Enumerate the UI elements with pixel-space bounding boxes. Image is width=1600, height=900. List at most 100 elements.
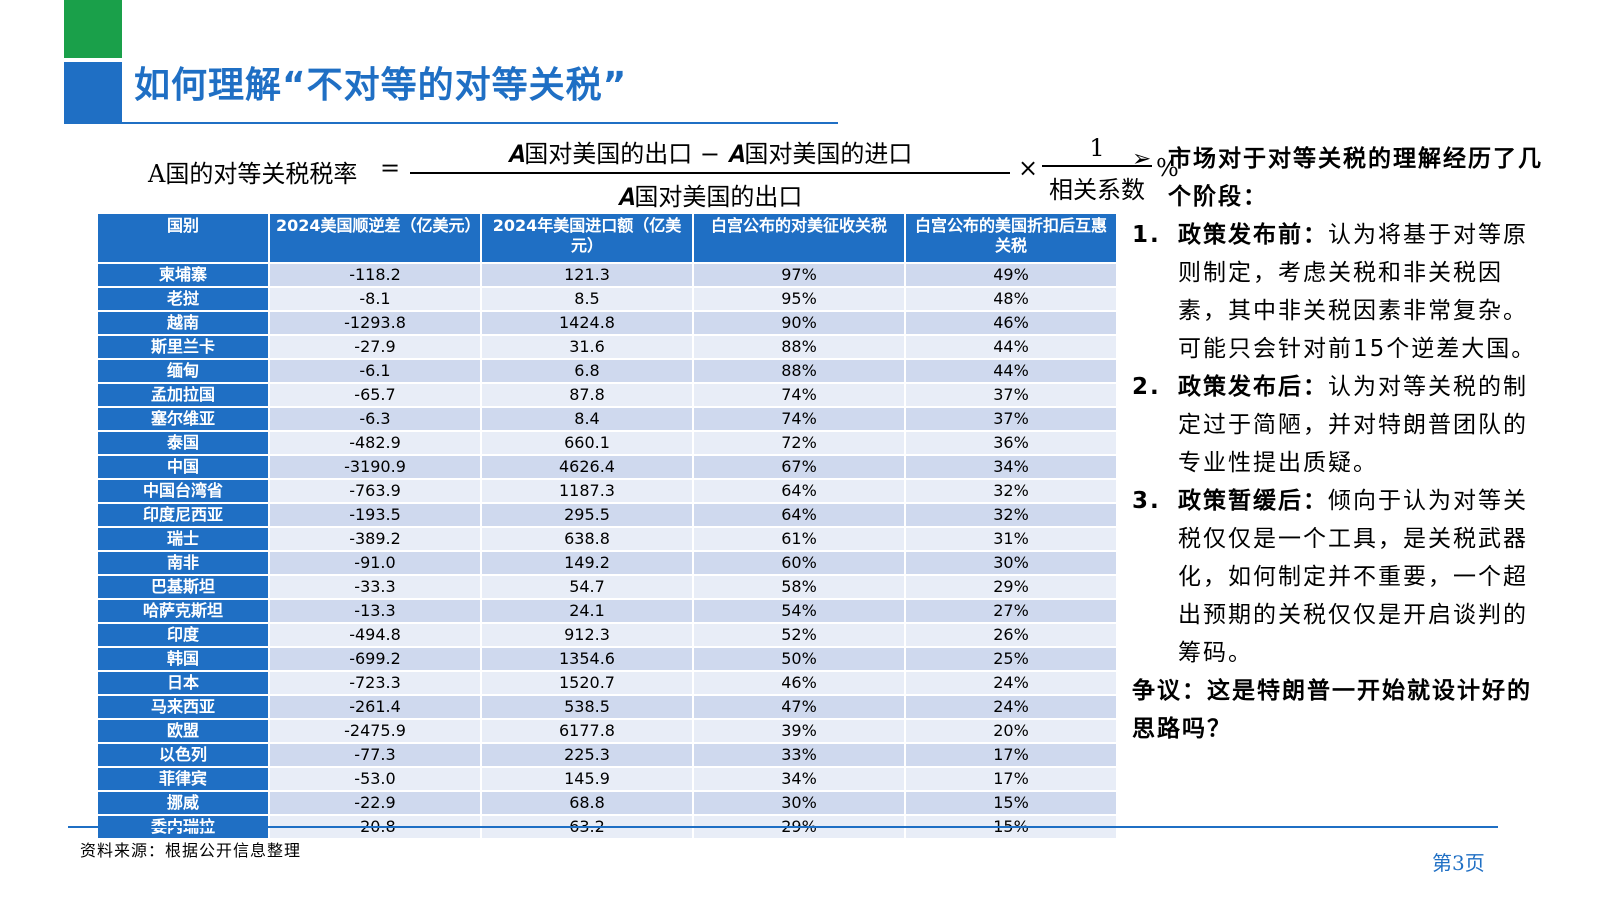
stage-label: 政策发布后：	[1178, 374, 1328, 400]
cell-tariff-charged: 72%	[694, 432, 906, 456]
table-row: 委内瑞拉 -20.8 63.2 29% 15%	[98, 816, 1118, 840]
cell-reciprocal-tariff: 48%	[906, 288, 1118, 312]
cell-import-value: 1354.6	[482, 648, 694, 672]
table-row: 韩国 -699.2 1354.6 50% 25%	[98, 648, 1118, 672]
cell-import-value: 538.5	[482, 696, 694, 720]
cell-tariff-charged: 90%	[694, 312, 906, 336]
analysis-panel: ➢ 市场对于对等关税的理解经历了几个阶段： 1. 政策发布前：认为将基于对等原则…	[1132, 140, 1552, 748]
cell-import-value: 6177.8	[482, 720, 694, 744]
stage-number: 2.	[1132, 374, 1161, 400]
table-row: 塞尔维亚 -6.3 8.4 74% 37%	[98, 408, 1118, 432]
table-row: 柬埔寨 -118.2 121.3 97% 49%	[98, 264, 1118, 288]
arrow-bullet-icon: ➢	[1132, 146, 1154, 172]
cell-trade-balance: -8.1	[270, 288, 482, 312]
cell-trade-balance: -33.3	[270, 576, 482, 600]
cell-country: 挪威	[98, 792, 270, 816]
formula-times: ×	[1018, 154, 1039, 182]
cell-country: 南非	[98, 552, 270, 576]
cell-country: 菲律宾	[98, 768, 270, 792]
header-trade-balance: 2024美国顺逆差（亿美元）	[270, 214, 482, 264]
table-row: 挪威 -22.9 68.8 30% 15%	[98, 792, 1118, 816]
cell-reciprocal-tariff: 27%	[906, 600, 1118, 624]
cell-import-value: 63.2	[482, 816, 694, 840]
table-header-row: 国别 2024美国顺逆差（亿美元） 2024年美国进口额（亿美元） 白宫公布的对…	[98, 214, 1118, 264]
cell-reciprocal-tariff: 17%	[906, 744, 1118, 768]
tariff-table: 国别 2024美国顺逆差（亿美元） 2024年美国进口额（亿美元） 白宫公布的对…	[98, 214, 1118, 840]
cell-country: 印度尼西亚	[98, 504, 270, 528]
cell-country: 斯里兰卡	[98, 336, 270, 360]
table-row: 菲律宾 -53.0 145.9 34% 17%	[98, 768, 1118, 792]
cell-tariff-charged: 74%	[694, 408, 906, 432]
cell-reciprocal-tariff: 31%	[906, 528, 1118, 552]
cell-reciprocal-tariff: 32%	[906, 480, 1118, 504]
cell-reciprocal-tariff: 46%	[906, 312, 1118, 336]
stage-text: 认为将基于对等原则制定，考虑关税和非关税因素，其中非关税因素非常复杂。可能只会针…	[1178, 222, 1537, 362]
table-row: 泰国 -482.9 660.1 72% 36%	[98, 432, 1118, 456]
table-row: 斯里兰卡 -27.9 31.6 88% 44%	[98, 336, 1118, 360]
headline-text: 市场对于对等关税的理解经历了几个阶段：	[1168, 146, 1543, 210]
stage-text: 倾向于认为对等关税仅仅是一个工具，是关税武器化，如何制定并不重要，一个超出预期的…	[1178, 488, 1528, 666]
stage-item: 1. 政策发布前：认为将基于对等原则制定，考虑关税和非关税因素，其中非关税因素非…	[1132, 216, 1552, 368]
cell-trade-balance: -763.9	[270, 480, 482, 504]
cell-import-value: 54.7	[482, 576, 694, 600]
cell-reciprocal-tariff: 34%	[906, 456, 1118, 480]
cell-trade-balance: -1293.8	[270, 312, 482, 336]
cell-import-value: 87.8	[482, 384, 694, 408]
cell-import-value: 1187.3	[482, 480, 694, 504]
coefficient-numerator: 1	[1089, 134, 1105, 162]
cell-reciprocal-tariff: 29%	[906, 576, 1118, 600]
cell-tariff-charged: 46%	[694, 672, 906, 696]
stage-number: 3.	[1132, 488, 1161, 514]
stage-text: 认为对等关税的制定过于简陋，并对特朗普团队的专业性提出质疑。	[1178, 374, 1528, 476]
cell-tariff-charged: 60%	[694, 552, 906, 576]
cell-reciprocal-tariff: 44%	[906, 336, 1118, 360]
cell-reciprocal-tariff: 20%	[906, 720, 1118, 744]
table-row: 孟加拉国 -65.7 87.8 74% 37%	[98, 384, 1118, 408]
cell-tariff-charged: 88%	[694, 336, 906, 360]
cell-reciprocal-tariff: 24%	[906, 672, 1118, 696]
cell-trade-balance: -65.7	[270, 384, 482, 408]
cell-import-value: 31.6	[482, 336, 694, 360]
cell-trade-balance: -77.3	[270, 744, 482, 768]
cell-trade-balance: -53.0	[270, 768, 482, 792]
table-row: 越南 -1293.8 1424.8 90% 46%	[98, 312, 1118, 336]
cell-tariff-charged: 58%	[694, 576, 906, 600]
cell-reciprocal-tariff: 37%	[906, 408, 1118, 432]
cell-trade-balance: -494.8	[270, 624, 482, 648]
formula-main-fraction: 𝑨国对美国的出口 − 𝑨国对美国的进口 𝑨国对美国的出口	[410, 134, 1010, 212]
cell-reciprocal-tariff: 26%	[906, 624, 1118, 648]
header-import-value: 2024年美国进口额（亿美元）	[482, 214, 694, 264]
formula-percent: %	[1156, 154, 1179, 182]
cell-tariff-charged: 64%	[694, 480, 906, 504]
header-country: 国别	[98, 214, 270, 264]
cell-country: 韩国	[98, 648, 270, 672]
cell-tariff-charged: 33%	[694, 744, 906, 768]
table-row: 瑞士 -389.2 638.8 61% 31%	[98, 528, 1118, 552]
table-row: 缅甸 -6.1 6.8 88% 44%	[98, 360, 1118, 384]
cell-country: 孟加拉国	[98, 384, 270, 408]
cell-tariff-charged: 67%	[694, 456, 906, 480]
stage-item: 2. 政策发布后：认为对等关税的制定过于简陋，并对特朗普团队的专业性提出质疑。	[1132, 368, 1552, 482]
cell-trade-balance: -13.3	[270, 600, 482, 624]
table-row: 哈萨克斯坦 -13.3 24.1 54% 27%	[98, 600, 1118, 624]
cell-tariff-charged: 52%	[694, 624, 906, 648]
cell-country: 委内瑞拉	[98, 816, 270, 840]
cell-import-value: 121.3	[482, 264, 694, 288]
cell-country: 日本	[98, 672, 270, 696]
cell-trade-balance: -699.2	[270, 648, 482, 672]
cell-trade-balance: -723.3	[270, 672, 482, 696]
cell-country: 泰国	[98, 432, 270, 456]
fraction-bar	[410, 172, 1010, 174]
formula-lhs: A国的对等关税税率	[148, 160, 358, 188]
cell-trade-balance: -91.0	[270, 552, 482, 576]
cell-trade-balance: -118.2	[270, 264, 482, 288]
cell-country: 柬埔寨	[98, 264, 270, 288]
header-reciprocal-tariff: 白宫公布的美国折扣后互惠关税	[906, 214, 1118, 264]
cell-import-value: 8.4	[482, 408, 694, 432]
table-row: 印度尼西亚 -193.5 295.5 64% 32%	[98, 504, 1118, 528]
cell-import-value: 295.5	[482, 504, 694, 528]
table-row: 巴基斯坦 -33.3 54.7 58% 29%	[98, 576, 1118, 600]
cell-reciprocal-tariff: 49%	[906, 264, 1118, 288]
table-row: 南非 -91.0 149.2 60% 30%	[98, 552, 1118, 576]
formula-coefficient-fraction: 1 相关系数	[1042, 134, 1152, 205]
